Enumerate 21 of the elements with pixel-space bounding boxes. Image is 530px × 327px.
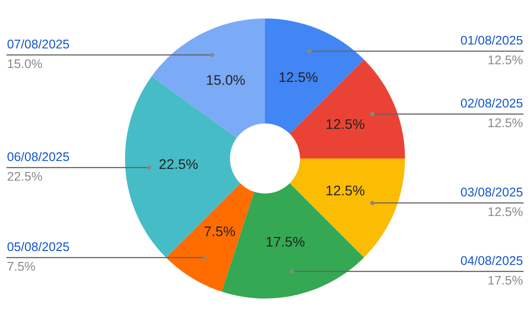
data-label: 7.5% xyxy=(204,226,235,236)
slice-label: 05/08/2025 xyxy=(7,242,70,252)
data-label: 15.0% xyxy=(206,75,245,85)
slice-label: 07/08/2025 xyxy=(7,39,70,48)
slice-label: 04/08/2025 xyxy=(460,256,522,266)
text: 12.5% xyxy=(488,55,523,64)
data-label: 22.5% xyxy=(159,159,198,170)
text: 12.5% xyxy=(488,118,523,128)
data-label: 12.5% xyxy=(326,186,364,196)
text: 12.5% xyxy=(488,207,523,216)
slice-label: 01/08/2025 xyxy=(460,35,522,45)
slice-label: 03/08/2025 xyxy=(460,187,522,196)
text: 22.5% xyxy=(8,172,42,181)
text: 15.0% xyxy=(8,59,42,68)
data-label: 12.5% xyxy=(280,72,318,82)
slice-label: 02/08/2025 xyxy=(460,98,522,108)
data-label: 12.5% xyxy=(326,119,364,130)
data-label: 17.5% xyxy=(266,236,304,247)
text: 17.5% xyxy=(488,276,523,285)
slice-label: 06/08/2025 xyxy=(7,152,70,162)
text: 7.5% xyxy=(8,262,36,271)
